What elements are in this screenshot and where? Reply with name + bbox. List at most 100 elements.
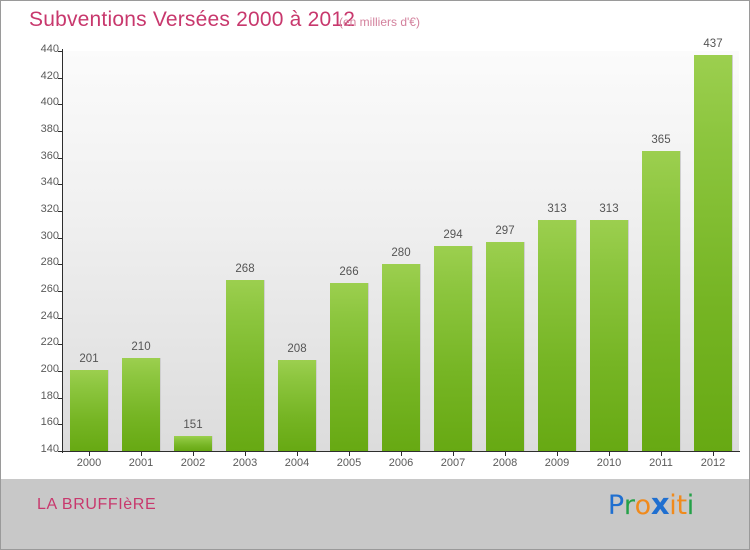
- x-axis-tick-label: 2004: [284, 457, 310, 469]
- x-axis-tick-mark: [297, 451, 298, 456]
- y-axis-tick-mark: [58, 317, 63, 319]
- x-axis-tick-mark: [713, 451, 714, 456]
- y-axis-tick-mark: [58, 371, 63, 372]
- bar[interactable]: [642, 151, 681, 451]
- bar-value-label: 268: [235, 263, 255, 276]
- bar[interactable]: [330, 283, 369, 451]
- y-axis-tick-label: 340: [40, 176, 59, 189]
- y-axis-tick-mark: [58, 237, 63, 239]
- x-axis-tick-label: 2003: [232, 457, 258, 469]
- y-axis-tick-mark: [58, 77, 63, 79]
- bar-value-label: 280: [391, 247, 411, 260]
- commune-name: LA BRUFFIèRE: [37, 496, 157, 513]
- y-axis-tick-label: 440: [40, 43, 59, 55]
- chart-panel: 440 420 400 380 360 340 320 300 280 260 240 220 200 1…: [1, 38, 749, 479]
- y-axis-tick: 160: [1, 416, 71, 428]
- y-axis-tick: 280: [1, 256, 71, 268]
- bar-value-label: 151: [183, 419, 203, 432]
- y-axis-tick-label: 200: [40, 363, 59, 375]
- bar[interactable]: [226, 280, 265, 451]
- logo-letter-x: x: [650, 487, 670, 521]
- y-axis-tick: 440: [1, 43, 71, 55]
- bar-value-label: 208: [287, 343, 307, 356]
- y-axis-tick-mark: [58, 344, 63, 346]
- y-axis-tick-mark: [58, 131, 63, 132]
- bar[interactable]: [174, 436, 213, 451]
- y-axis-tick-label: 260: [40, 283, 59, 295]
- logo-letter-t: t: [676, 490, 688, 521]
- y-axis-tick-label: 140: [40, 443, 59, 455]
- y-axis-tick: 140: [1, 443, 71, 455]
- bar-value-label: 313: [599, 203, 619, 216]
- bar[interactable]: [538, 220, 577, 451]
- bar-value-label: 201: [79, 352, 99, 365]
- chart-header: Subventions Versées 2000 à 2012 (en mill…: [1, 1, 749, 39]
- bar[interactable]: [70, 369, 109, 451]
- y-axis-tick-label: 360: [40, 149, 59, 162]
- bar[interactable]: [434, 245, 473, 451]
- y-axis-tick: 360: [1, 150, 71, 162]
- y-axis-tick-mark: [58, 291, 63, 292]
- x-axis-tick-label: 2008: [492, 457, 518, 469]
- x-axis-tick-mark: [141, 451, 142, 456]
- y-axis-tick-mark: [58, 157, 63, 159]
- y-axis-tick: 200: [1, 363, 71, 375]
- x-axis-tick-mark: [557, 451, 558, 456]
- bar-value-label: 437: [703, 38, 723, 50]
- y-axis-tick-label: 320: [40, 203, 59, 215]
- y-axis-tick-mark: [58, 451, 63, 452]
- logo-letter-p: P: [607, 490, 624, 521]
- y-axis-tick-label: 400: [40, 96, 59, 109]
- y-axis-tick: 340: [1, 176, 71, 188]
- y-axis-tick: 220: [1, 336, 71, 348]
- logo-letter-o: o: [634, 490, 652, 521]
- y-axis-tick: 300: [1, 230, 71, 242]
- x-axis-tick-label: 2005: [336, 457, 362, 469]
- y-axis-tick-mark: [58, 51, 63, 52]
- x-axis-tick-label: 2011: [649, 457, 673, 469]
- bar[interactable]: [486, 241, 525, 451]
- y-axis-tick: 240: [1, 310, 71, 322]
- bar[interactable]: [382, 264, 421, 451]
- x-axis-tick-label: 2006: [388, 457, 414, 469]
- y-axis-tick-label: 220: [40, 336, 59, 349]
- x-axis-tick-label: 2007: [440, 457, 466, 469]
- y-axis-tick: 260: [1, 283, 71, 295]
- y-axis-tick-label: 380: [40, 123, 59, 135]
- page-title: Subventions Versées 2000 à 2012: [29, 8, 356, 31]
- x-axis-tick-mark: [401, 451, 402, 456]
- bar[interactable]: [590, 220, 629, 451]
- x-axis-tick-mark: [349, 451, 350, 456]
- y-axis-tick-label: 160: [40, 416, 59, 429]
- chart-subtitle: (en milliers d'€): [339, 15, 420, 29]
- x-axis-tick-mark: [505, 451, 506, 456]
- y-axis-tick-label: 300: [40, 229, 59, 242]
- proxiti-logo[interactable]: Proxiti: [608, 487, 694, 521]
- logo-letter-i1: i: [669, 490, 677, 521]
- y-axis-line: [62, 49, 63, 453]
- y-axis-tick-mark: [58, 104, 63, 106]
- y-axis-tick: 420: [1, 70, 71, 82]
- y-axis-tick-mark: [58, 264, 63, 266]
- logo-letter-r: r: [623, 490, 635, 521]
- bar-value-label: 297: [495, 224, 515, 237]
- bar[interactable]: [122, 357, 161, 451]
- y-axis-tick: 180: [1, 390, 71, 402]
- x-axis-tick-label: 2012: [700, 457, 726, 469]
- y-axis-tick-mark: [58, 184, 63, 186]
- logo-letter-i2: i: [686, 490, 695, 521]
- y-axis-tick-label: 240: [40, 309, 59, 322]
- x-axis-tick-label: 2010: [596, 457, 622, 469]
- bar-value-label: 210: [131, 340, 151, 353]
- x-axis-tick-mark: [193, 451, 194, 456]
- x-axis-tick-label: 2000: [76, 457, 102, 469]
- y-axis-tick: 400: [1, 96, 71, 108]
- x-axis-tick-mark: [661, 451, 662, 456]
- x-axis-tick-mark: [609, 451, 610, 456]
- bar[interactable]: [278, 360, 317, 451]
- y-axis-tick-label: 180: [40, 389, 59, 402]
- y-axis-tick: 380: [1, 123, 71, 135]
- bar[interactable]: [694, 55, 733, 451]
- y-axis-tick-label: 420: [40, 69, 59, 82]
